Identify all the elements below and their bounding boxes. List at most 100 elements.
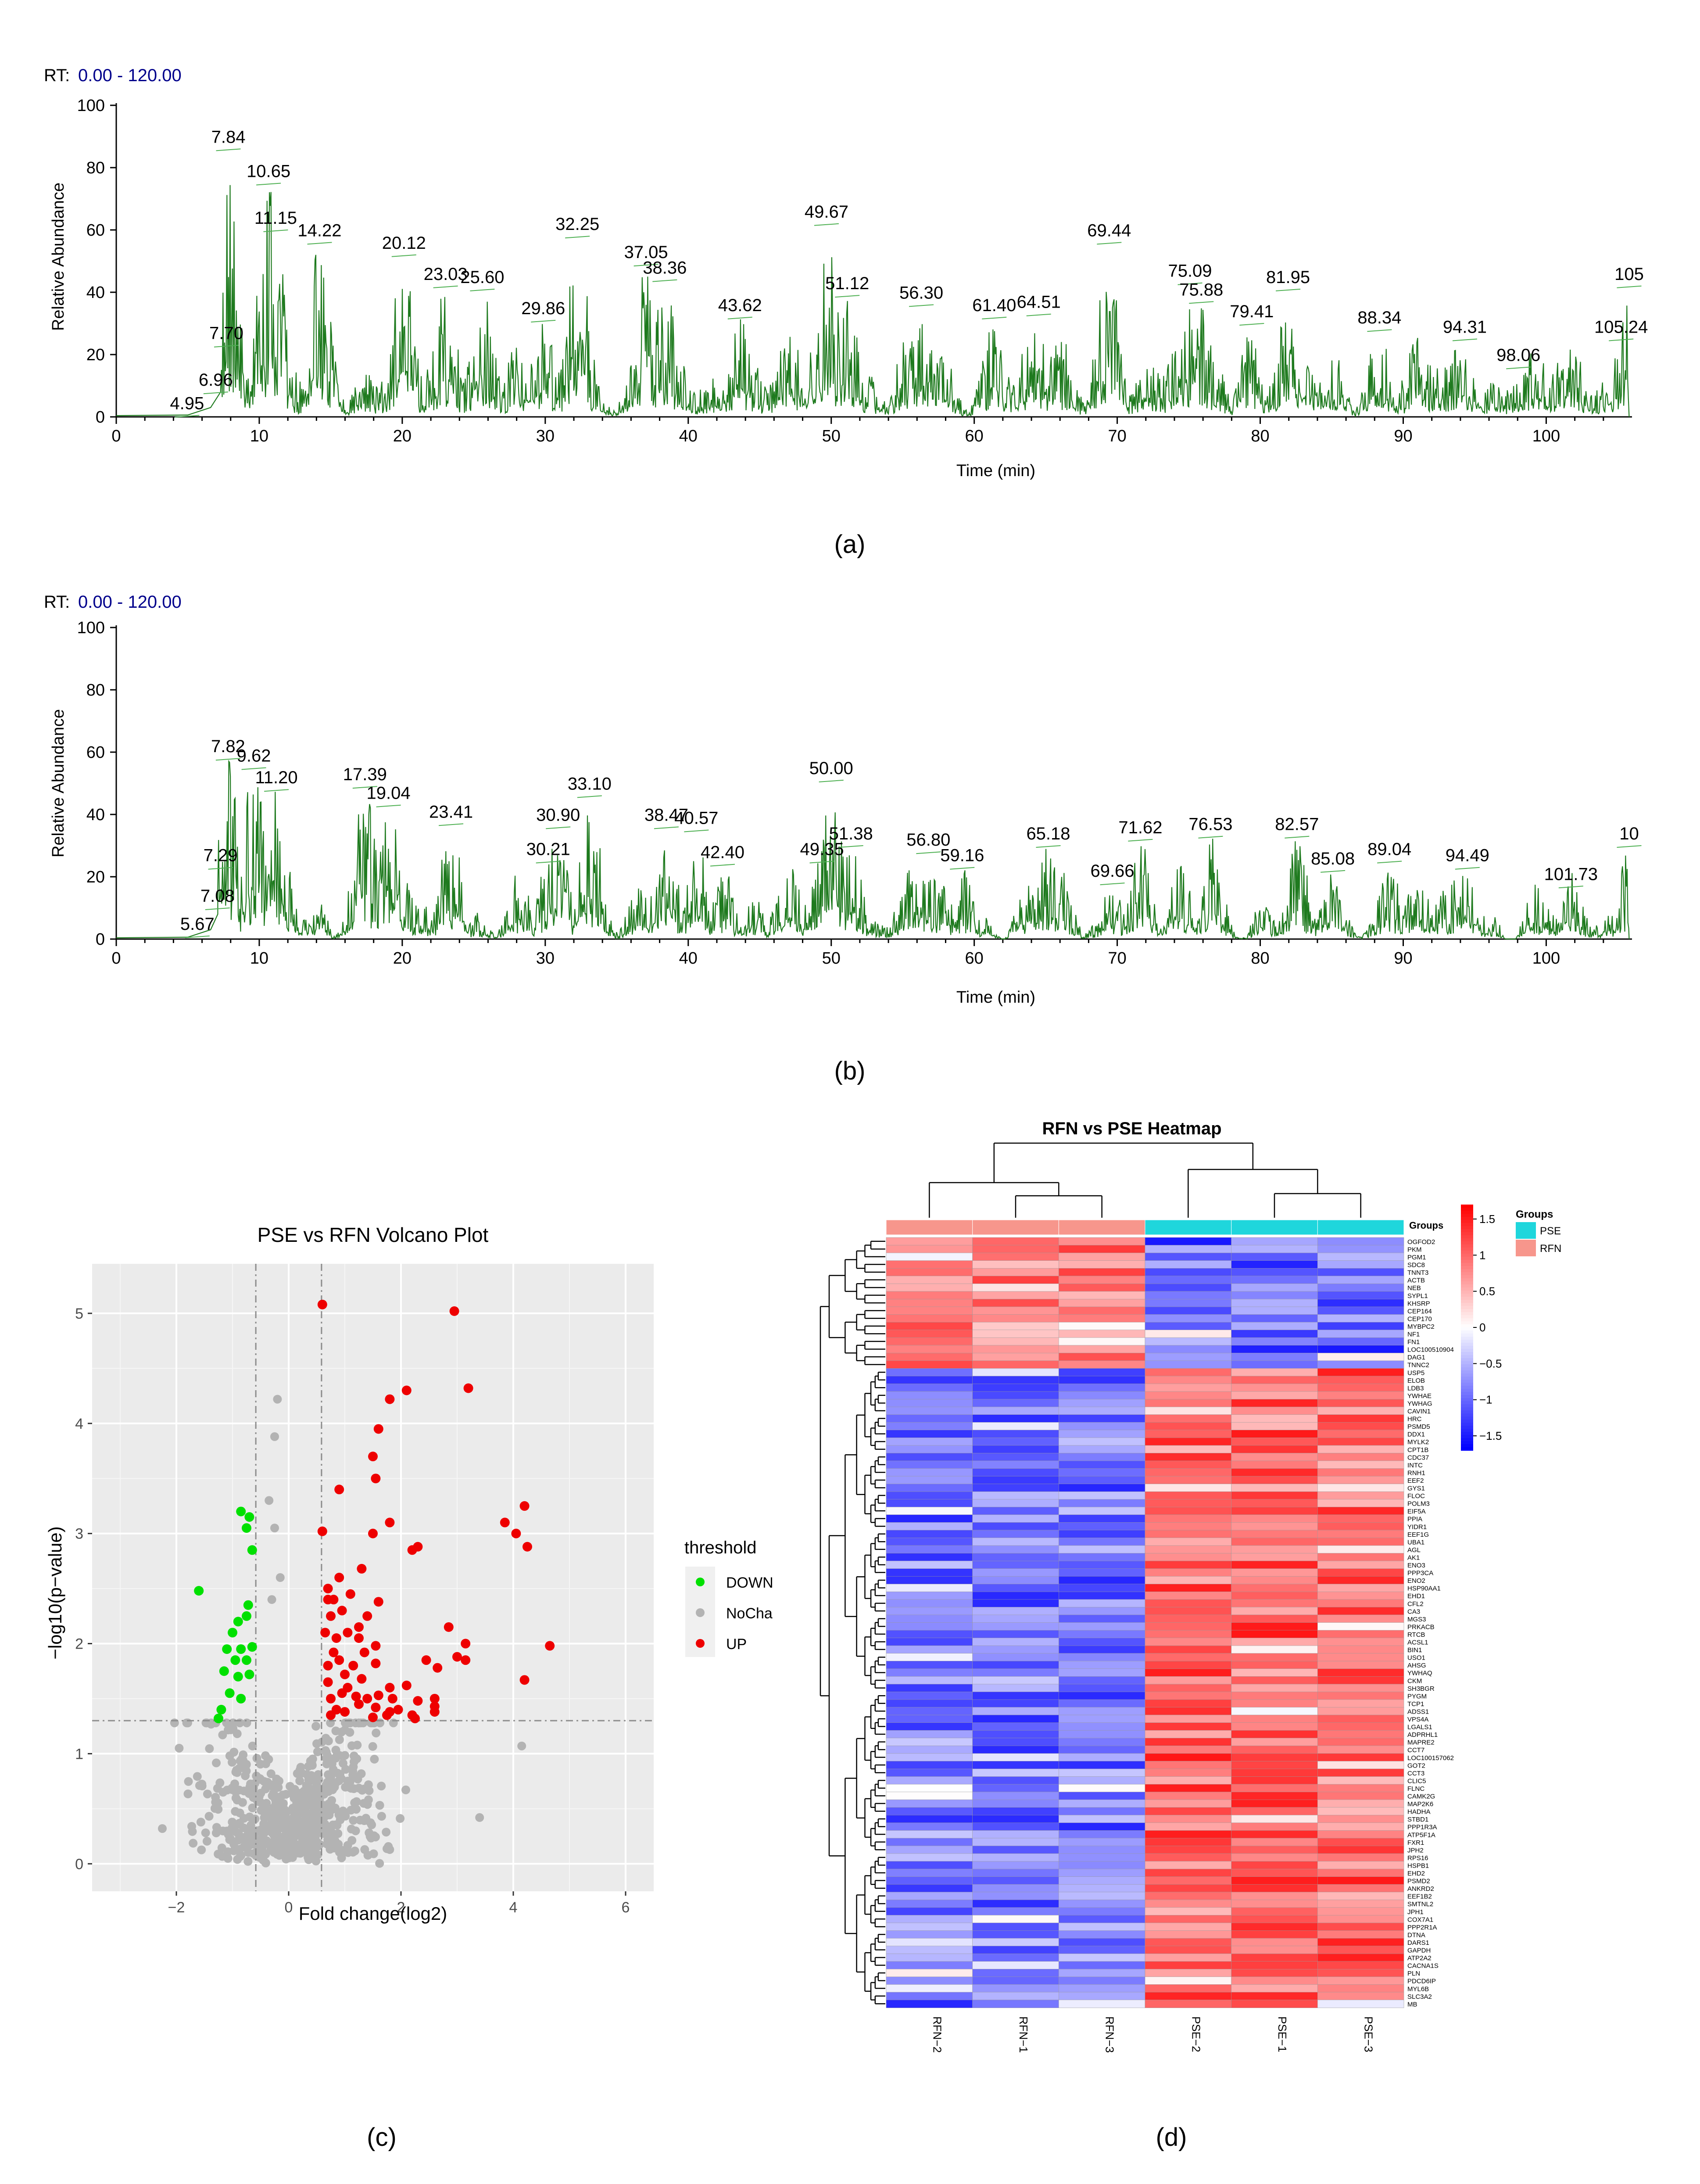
heatmap-cell bbox=[1145, 1861, 1231, 1869]
heatmap-cell bbox=[1317, 1768, 1404, 1777]
y-tick-label: 20 bbox=[86, 346, 105, 364]
heatmap-cell bbox=[1231, 2000, 1318, 2008]
row-label: CFL2 bbox=[1407, 1600, 1424, 1608]
heatmap-cell bbox=[1059, 1922, 1145, 1931]
heatmap-cell bbox=[972, 1892, 1059, 1901]
heatmap-cell bbox=[1231, 1553, 1318, 1562]
nocha-point bbox=[372, 1729, 381, 1738]
colorbar-step bbox=[1461, 1251, 1473, 1254]
heatmap-cell bbox=[1059, 1938, 1145, 1947]
up-point bbox=[385, 1707, 395, 1717]
row-label: CEP170 bbox=[1407, 1315, 1432, 1323]
heatmap-cell bbox=[886, 1930, 973, 1939]
heatmap-cell bbox=[972, 1453, 1059, 1461]
group-bar-cell bbox=[886, 1219, 973, 1235]
colorbar-step bbox=[1461, 1410, 1473, 1414]
heatmap-cell bbox=[972, 2000, 1059, 2008]
heatmap-cell bbox=[972, 1946, 1059, 1954]
nocha-point bbox=[261, 1759, 270, 1768]
heatmap-cell bbox=[972, 1915, 1059, 1923]
up-point bbox=[387, 1693, 397, 1703]
colorbar-step bbox=[1461, 1291, 1473, 1294]
legend-down-label: DOWN bbox=[726, 1574, 773, 1591]
heatmap-cell bbox=[972, 1260, 1059, 1269]
nocha-point bbox=[304, 1762, 313, 1771]
heatmap-cell bbox=[1231, 1445, 1318, 1454]
nocha-point bbox=[389, 1718, 398, 1728]
up-point bbox=[463, 1383, 473, 1393]
colorbar-step bbox=[1461, 1214, 1473, 1217]
x-tick-label: 10 bbox=[250, 949, 268, 968]
heatmap-cell bbox=[886, 1961, 973, 1970]
down-point bbox=[225, 1688, 235, 1698]
heatmap-cell bbox=[1231, 1276, 1318, 1284]
up-point bbox=[519, 1501, 530, 1511]
row-label: ADSS1 bbox=[1407, 1708, 1429, 1716]
heatmap-cell bbox=[1231, 1668, 1318, 1677]
heatmap-cell bbox=[886, 1384, 973, 1392]
peak-label: 11.20 bbox=[255, 768, 297, 787]
down-point bbox=[236, 1693, 246, 1703]
nocha-point bbox=[354, 1718, 364, 1728]
heatmap-cell bbox=[1231, 1330, 1318, 1338]
row-label: SYPL1 bbox=[1407, 1292, 1428, 1300]
heatmap-cell bbox=[886, 1391, 973, 1400]
up-point bbox=[385, 1517, 395, 1528]
heatmap-cell bbox=[1059, 1846, 1145, 1854]
y-tick-label: 40 bbox=[86, 806, 105, 824]
heatmap-cell bbox=[1317, 1722, 1404, 1731]
row-label: FN1 bbox=[1407, 1338, 1420, 1346]
heatmap-cell bbox=[1231, 1406, 1318, 1415]
heatmap-cell bbox=[886, 1514, 973, 1523]
row-label: CACNA1S bbox=[1407, 1962, 1439, 1970]
heatmap-cell bbox=[1231, 1768, 1318, 1777]
heatmap-cell bbox=[1145, 1406, 1231, 1415]
up-point bbox=[323, 1584, 333, 1594]
heatmap-cell bbox=[1231, 1592, 1318, 1600]
heatmap-cell bbox=[1317, 1260, 1404, 1269]
heatmap-cell bbox=[1145, 1506, 1231, 1515]
heatmap-cell bbox=[1231, 1352, 1318, 1361]
heatmap-cell bbox=[1059, 1314, 1145, 1323]
y-tick-label: 40 bbox=[86, 283, 105, 302]
peak-marker bbox=[1617, 845, 1642, 848]
nocha-point bbox=[201, 1828, 210, 1837]
nocha-point bbox=[290, 1793, 299, 1802]
heatmap-cell bbox=[972, 1961, 1059, 1970]
nocha-point bbox=[184, 1777, 193, 1786]
heatmap-cell bbox=[972, 1506, 1059, 1515]
column-label: PSE−2 bbox=[1189, 2016, 1203, 2052]
colorbar-step bbox=[1461, 1238, 1473, 1242]
heatmap-cell bbox=[1145, 1622, 1231, 1631]
nocha-point bbox=[349, 1751, 358, 1761]
heatmap-cell bbox=[886, 1576, 973, 1585]
down-point bbox=[230, 1655, 240, 1665]
heatmap-cell bbox=[1059, 1376, 1145, 1384]
row-label: RNH1 bbox=[1407, 1469, 1425, 1477]
heatmap-cell bbox=[972, 1460, 1059, 1469]
peak-label: 51.38 bbox=[829, 824, 873, 843]
peak-marker bbox=[950, 867, 975, 870]
heatmap-cell bbox=[1059, 1899, 1145, 1908]
peak-label: 56.80 bbox=[906, 830, 950, 850]
heatmap-cell bbox=[1317, 1553, 1404, 1562]
heatmap-cell bbox=[886, 1330, 973, 1338]
heatmap-cell bbox=[1231, 1930, 1318, 1939]
up-point bbox=[317, 1299, 327, 1309]
heatmap-cell bbox=[1145, 1560, 1231, 1569]
heatmap-cell bbox=[886, 1722, 973, 1731]
heatmap-cell bbox=[1145, 1553, 1231, 1562]
heatmap-cell bbox=[1317, 1915, 1404, 1923]
heatmap-cell bbox=[1231, 1830, 1318, 1839]
heatmap-cell bbox=[1145, 1976, 1231, 1985]
peak-label: 94.49 bbox=[1446, 846, 1489, 865]
peak-marker bbox=[1367, 329, 1392, 332]
heatmap-cell bbox=[972, 1245, 1059, 1254]
row-label: YWHAG bbox=[1407, 1400, 1432, 1408]
peak-marker bbox=[307, 242, 332, 245]
heatmap-cell bbox=[1231, 1314, 1318, 1323]
heatmap-cell bbox=[1059, 1345, 1145, 1354]
row-label: USO1 bbox=[1407, 1654, 1425, 1662]
peak-marker bbox=[710, 864, 735, 867]
nocha-point bbox=[233, 1855, 242, 1864]
